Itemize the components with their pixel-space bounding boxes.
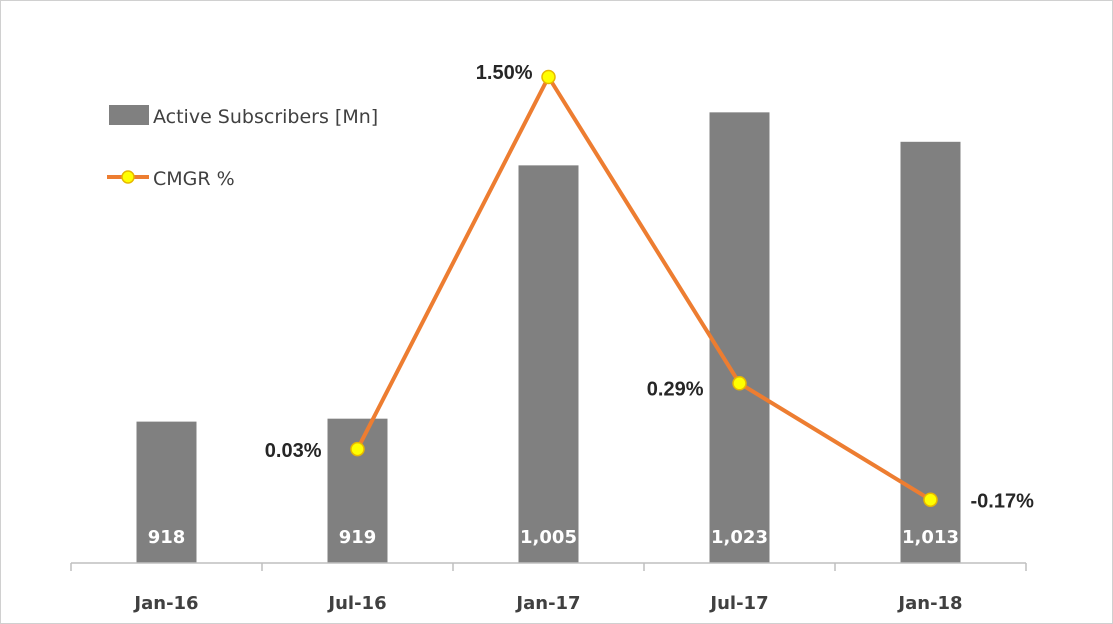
x-tick-label: Jan-16	[132, 593, 198, 614]
cmgr-value-label: 1.50%	[476, 62, 533, 84]
cmgr-value-label: 0.03%	[265, 440, 322, 462]
legend-swatch-cmgr-marker	[121, 170, 135, 184]
cmgr-line	[355, 75, 932, 502]
bars-layer: 918 919 1,005 1,023 1,013	[136, 112, 961, 564]
legend-label-cmgr: CMGR %	[153, 168, 235, 190]
bar-value-label: 1,023	[711, 527, 768, 548]
cmgr-marker	[732, 376, 747, 391]
x-axis: Jan-16 Jul-16 Jan-17 Jul-17 Jan-18	[70, 562, 1027, 614]
bar-value-label: 919	[339, 527, 377, 548]
x-tick-label: Jul-16	[326, 593, 386, 614]
cmgr-marker	[541, 69, 556, 85]
legend-label-subscribers: Active Subscribers [Mn]	[153, 106, 378, 128]
legend: Active Subscribers [Mn] CMGR %	[107, 105, 378, 190]
legend-swatch-subscribers	[109, 105, 149, 125]
bar-jan-16	[136, 421, 197, 563]
x-tick-label: Jan-17	[514, 593, 580, 614]
cmgr-line-layer: 0.03% 1.50% 0.29% -0.17%	[265, 62, 1034, 513]
x-tick-label: Jan-18	[896, 593, 962, 614]
bar-jan-17	[518, 165, 579, 563]
bar-value-label: 918	[148, 527, 186, 548]
cmgr-value-label: 0.29%	[647, 378, 704, 400]
bar-value-label: 1,005	[520, 527, 577, 548]
cmgr-marker	[923, 492, 938, 507]
cmgr-value-label: -0.17%	[971, 491, 1035, 513]
bar-jul-17	[709, 112, 770, 563]
x-tick-label: Jul-17	[708, 593, 768, 614]
cmgr-marker	[350, 441, 365, 457]
bar-value-label: 1,013	[902, 527, 959, 548]
